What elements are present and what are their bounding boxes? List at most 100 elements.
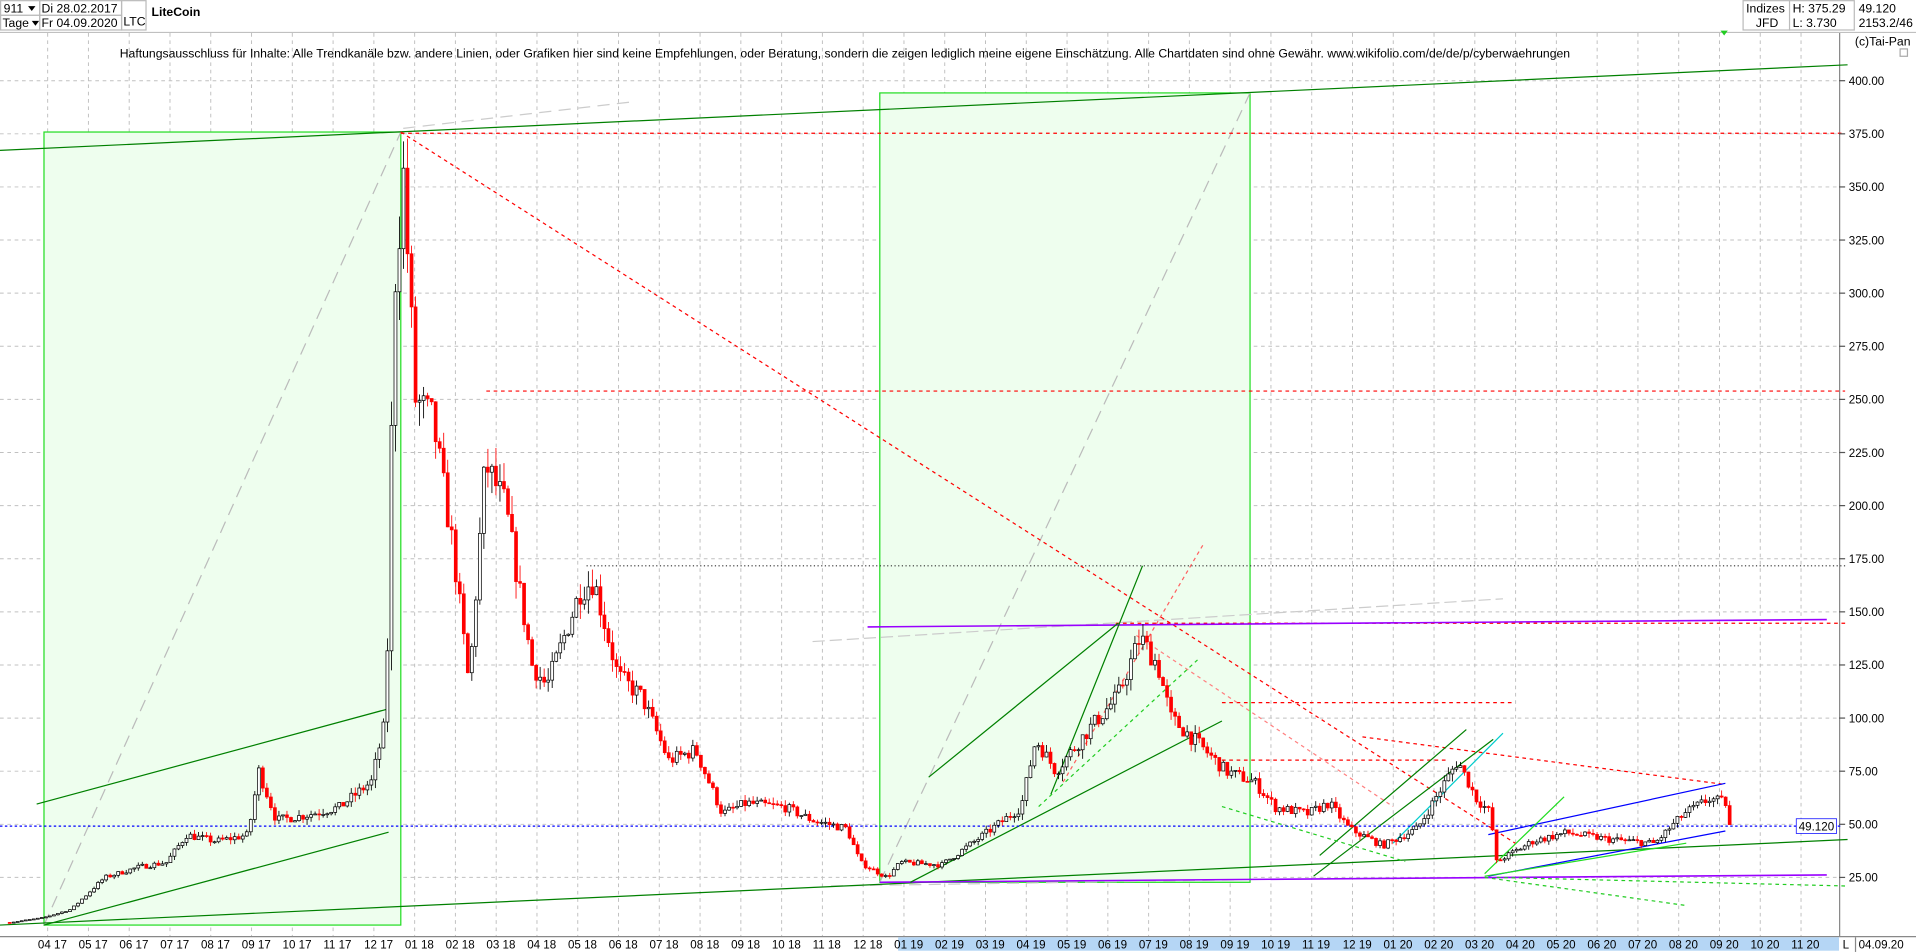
candle-body — [1173, 711, 1177, 717]
x-tick-label: 09 17 — [242, 938, 271, 951]
candle-body — [1575, 833, 1579, 836]
source-label: JFD — [1756, 16, 1779, 30]
candle-body — [269, 796, 273, 809]
candle-body — [819, 821, 824, 824]
candle-body — [248, 819, 253, 833]
x-tick-label: 09 19 — [1220, 938, 1249, 951]
x-tick-label: 11 20 — [1791, 938, 1819, 951]
candle-body — [795, 806, 800, 817]
candle-body — [1036, 745, 1041, 748]
x-tick-label: 07 18 — [650, 938, 679, 951]
candle-body — [1241, 771, 1246, 782]
candle-body — [775, 803, 780, 806]
y-tick-label: 400.00 — [1849, 75, 1884, 88]
candle-body — [1161, 677, 1165, 686]
candle-body — [11, 921, 16, 924]
candle-body — [1659, 837, 1664, 841]
candle-body — [678, 750, 683, 755]
x-tick-label: 08 19 — [1180, 938, 1209, 951]
x-tick-label: 11 18 — [813, 938, 841, 951]
candle-body — [972, 840, 976, 843]
x-tick-label: 07 19 — [1139, 938, 1168, 951]
candle-body — [815, 821, 820, 824]
candle-body — [879, 873, 884, 877]
candle-body — [1153, 660, 1157, 666]
candle-body — [1052, 763, 1057, 775]
candle-body — [482, 466, 486, 534]
candle-body — [1470, 786, 1475, 791]
candle-body — [15, 921, 20, 923]
candle-body — [666, 752, 671, 759]
candle-body — [920, 860, 924, 865]
candle-body — [968, 841, 972, 847]
period-select[interactable]: Tage — [0, 14, 41, 31]
candle-body — [699, 754, 703, 768]
candle-body — [871, 868, 876, 871]
candles — [7, 138, 1732, 924]
candle-body — [1615, 837, 1619, 840]
candle-body — [634, 685, 639, 696]
date-from[interactable]: Di 28.02.2017 — [42, 1, 118, 15]
candle-body — [1647, 839, 1652, 843]
x-tick-label: 10 18 — [772, 938, 801, 951]
candle-body — [1209, 752, 1214, 756]
candle-body — [1309, 807, 1314, 816]
candle-body — [1040, 745, 1045, 758]
candle-body — [763, 799, 768, 804]
green-fan — [1496, 876, 1846, 887]
candle-body — [530, 639, 534, 666]
count-select[interactable]: 911 — [0, 0, 41, 16]
time-axis[interactable]: 04 17 05 17 06 17 07 17 08 17 09 17 10 17 11 17… — [38, 938, 1820, 951]
candle-body — [1060, 766, 1065, 775]
candle-body — [168, 855, 173, 863]
candle-body — [437, 441, 442, 449]
candle-body — [1016, 813, 1021, 818]
green-fan — [1484, 796, 1565, 875]
candle-body — [1008, 816, 1013, 818]
x-tick-label: 02 20 — [1424, 938, 1453, 951]
candle-body — [345, 801, 350, 807]
candle-body — [1064, 756, 1069, 768]
footer-mode[interactable]: L — [1843, 938, 1850, 951]
collapse-button[interactable] — [1899, 48, 1909, 57]
candle-body — [582, 599, 587, 605]
candle-body — [642, 689, 647, 710]
candle-body — [1229, 770, 1234, 776]
candle-body — [313, 813, 317, 816]
candle-body — [1643, 841, 1648, 846]
candle-body — [341, 802, 346, 807]
x-tick-label: 08 20 — [1669, 938, 1698, 951]
candle-body — [662, 740, 667, 754]
candle-body — [1414, 825, 1419, 830]
candle-body — [594, 586, 599, 596]
candle-body — [1056, 773, 1061, 776]
candle-body — [429, 398, 434, 403]
candle-body — [908, 859, 912, 863]
candle-body — [658, 730, 663, 742]
y-tick-label: 375.00 — [1849, 128, 1884, 141]
price-axis: 400.00 375.00 350.00 325.00 300.00 275.00 250.… — [1839, 75, 1884, 885]
candle-body — [783, 805, 788, 813]
candle-body — [257, 767, 261, 796]
candle-body — [1530, 841, 1535, 845]
candle-body — [1551, 834, 1555, 840]
trend-drawings[interactable] — [0, 64, 1848, 926]
candle-body — [606, 628, 611, 644]
candle-body — [1591, 833, 1595, 835]
green-fan — [1221, 805, 1406, 863]
candle-body — [498, 481, 502, 487]
candle-body — [140, 863, 145, 866]
candle-body — [1510, 850, 1515, 854]
candle-body — [618, 666, 623, 672]
candle-body — [1048, 751, 1053, 764]
date-to[interactable]: Fr 04.09.2020 — [42, 16, 118, 30]
candle-body — [1567, 829, 1571, 834]
candle-body — [1378, 840, 1382, 846]
selected-range[interactable] — [898, 937, 1840, 951]
candle-body — [160, 863, 165, 866]
candle-body — [1121, 684, 1125, 687]
candle-body — [807, 813, 812, 821]
candle-body — [64, 911, 68, 913]
candle-body — [855, 844, 860, 855]
candle-body — [1100, 718, 1105, 725]
